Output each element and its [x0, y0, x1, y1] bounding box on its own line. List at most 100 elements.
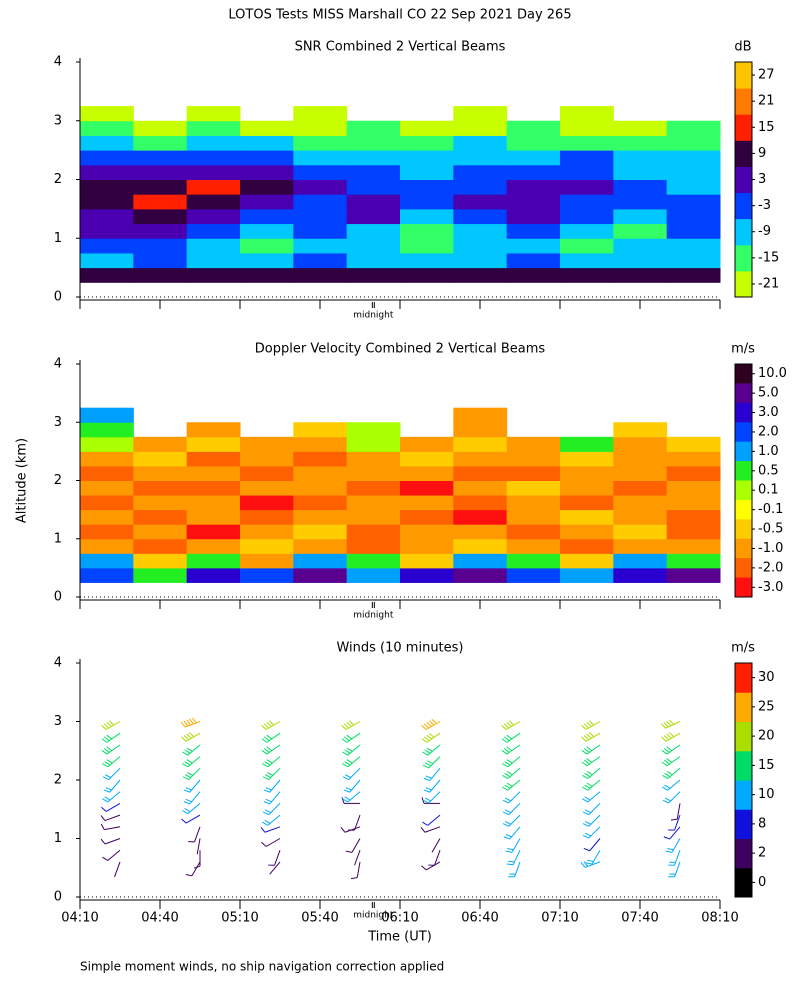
barb-feather [103, 723, 110, 729]
barb-feather [265, 787, 272, 791]
colorbar-tick-label: 5.0 [758, 386, 779, 401]
barb-staff [107, 849, 121, 861]
barb-staff [344, 826, 361, 833]
heatmap-cell [400, 164, 454, 180]
heatmap-cell [400, 252, 454, 269]
wind-barb [262, 756, 281, 768]
heatmap-cell [613, 179, 668, 195]
heatmap-cell [400, 436, 454, 452]
heatmap-cell [186, 164, 241, 180]
barb-feather [263, 789, 270, 793]
heatmap-cell [560, 135, 614, 151]
barb-staff [104, 826, 121, 831]
barb-feather [502, 823, 509, 827]
colorbar-band [735, 480, 752, 501]
heatmap-cell [506, 480, 561, 496]
wind-barb [582, 767, 601, 780]
y-tick-label: 1 [54, 531, 62, 546]
barb-feather [581, 736, 587, 742]
wind-barb [181, 814, 201, 824]
barb-staff [676, 803, 681, 820]
heatmap-cell [293, 164, 348, 180]
barb-feather [101, 806, 107, 812]
heatmap-cell [506, 150, 561, 166]
x-tick-label: 08:10 [701, 911, 738, 926]
heatmap-cell [560, 179, 614, 195]
colorbar-band [735, 383, 752, 404]
y-tick-label: 4 [54, 357, 62, 372]
heatmap-cell [133, 179, 188, 195]
heatmap-cell [293, 238, 348, 254]
barb-feather [583, 735, 590, 741]
barb-feather [106, 721, 112, 727]
barb-feather [106, 759, 113, 764]
heatmap-cell [613, 538, 668, 554]
colorbar-tick-label: 15 [758, 758, 775, 773]
barb-staff [104, 838, 121, 845]
barb-feather [663, 722, 669, 728]
x-tick-label: 04:10 [61, 911, 98, 926]
heatmap-cell [346, 495, 401, 511]
wind-barb [342, 767, 361, 781]
heatmap-cell [400, 567, 454, 583]
barb-feather [342, 751, 349, 756]
barb-feather [664, 772, 671, 778]
barb-feather [586, 733, 592, 739]
heatmap-cell [186, 553, 241, 569]
heatmap-cell [666, 436, 721, 452]
barb-staff [108, 767, 121, 780]
barb-feather [101, 738, 108, 743]
wind-barb [582, 803, 601, 816]
heatmap-cell [346, 164, 401, 180]
heatmap-cell [666, 223, 721, 239]
heatmap-cell [400, 465, 454, 481]
heatmap-cell [506, 120, 561, 136]
heatmap-cell [666, 135, 721, 151]
wind-barb [350, 861, 361, 880]
heatmap-cell [240, 150, 294, 166]
heatmap-cell [560, 194, 614, 210]
heatmap-cell [133, 509, 188, 525]
heatmap-cell [186, 150, 241, 166]
barb-feather [422, 764, 429, 769]
barb-staff [196, 838, 201, 855]
wind-barb [101, 802, 121, 812]
colorbar-tick-label: 0.1 [758, 483, 779, 498]
barb-feather [181, 736, 187, 742]
heatmap-cell [453, 252, 508, 269]
heatmap-cell [560, 223, 614, 239]
x-tick-label: 07:40 [621, 911, 658, 926]
heatmap-cell [400, 194, 454, 210]
heatmap-cell [240, 524, 294, 540]
heatmap-cell [80, 524, 134, 540]
heatmap-cell [293, 465, 348, 481]
barb-feather [584, 796, 591, 801]
barb-feather [343, 789, 350, 793]
barb-feather [504, 809, 512, 814]
heatmap-cell [133, 120, 188, 136]
heatmap-cell [240, 164, 294, 180]
heatmap-cell [613, 194, 668, 210]
barb-feather [424, 797, 432, 802]
barb-staff [506, 744, 521, 755]
heatmap-cell [613, 238, 668, 254]
heatmap-cell [346, 422, 401, 438]
barb-feather [264, 809, 272, 814]
barb-feather [340, 827, 346, 833]
heatmap-cell [346, 179, 401, 195]
barb-feather [660, 723, 666, 729]
barb-feather [506, 721, 512, 727]
heatmap-cell [560, 150, 614, 166]
barb-feather [265, 798, 272, 803]
wind-barb [263, 779, 281, 793]
wind-barb [421, 732, 441, 743]
colorbar-band [735, 62, 752, 89]
heatmap-cell [613, 451, 668, 467]
wind-barb [262, 814, 281, 826]
barb-feather [501, 724, 507, 730]
colorbar-tick-label: 21 [758, 94, 775, 109]
heatmap-cell [506, 524, 561, 540]
wind-barb [342, 744, 361, 756]
barb-feather [584, 821, 592, 825]
barb-feather [504, 784, 511, 789]
